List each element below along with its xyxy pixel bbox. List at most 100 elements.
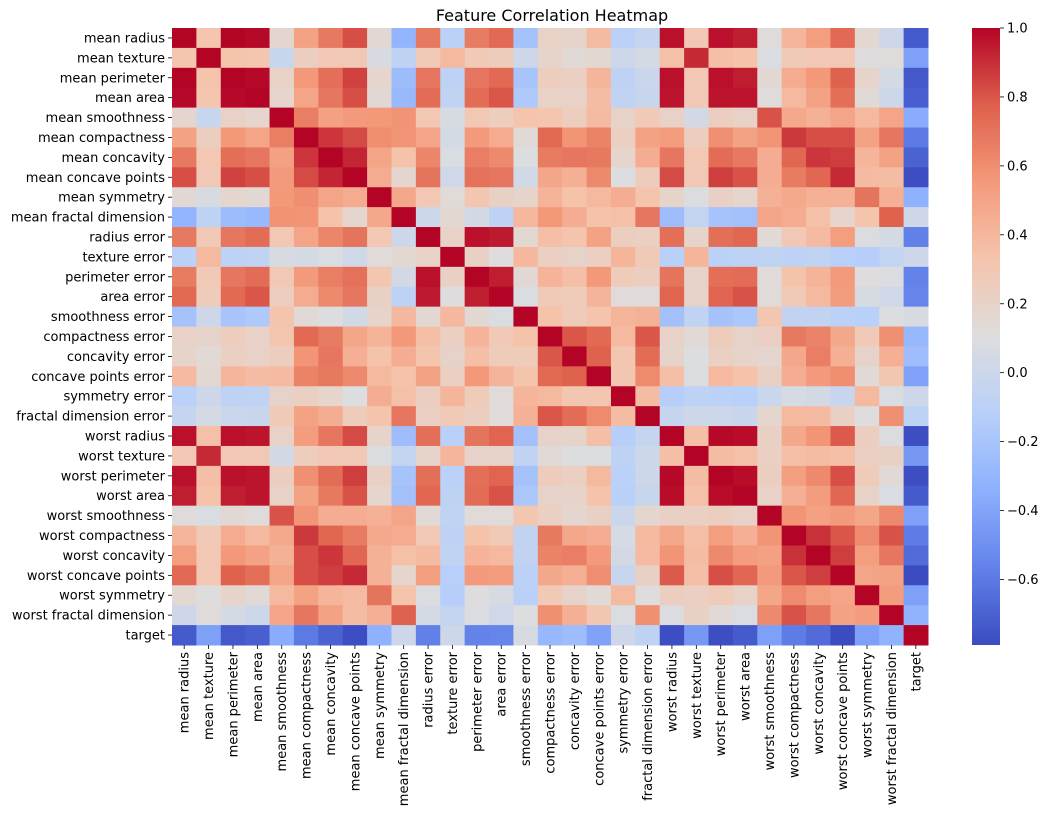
heatmap-cell (293, 625, 319, 646)
heatmap-cell (367, 246, 392, 268)
heatmap-cell (879, 465, 905, 487)
colorbar-tick-label: −0.4 (1007, 504, 1039, 519)
heatmap-cell (342, 127, 368, 148)
heatmap-cell (415, 426, 441, 447)
heatmap-cell (610, 625, 636, 646)
heatmap-cell (440, 227, 466, 248)
heatmap-cell (513, 227, 539, 248)
heatmap-cell (610, 605, 636, 626)
heatmap-cell (708, 545, 734, 566)
heatmap-cell (489, 525, 514, 546)
heatmap-cell (172, 246, 197, 268)
heatmap-cell (513, 445, 539, 467)
heatmap-cell (830, 227, 856, 248)
heatmap-cell (659, 386, 685, 407)
heatmap-cell (245, 426, 271, 447)
heatmap-cell (293, 406, 319, 427)
heatmap-cell (293, 545, 319, 566)
heatmap-cell (172, 426, 197, 447)
heatmap-cell (854, 326, 880, 347)
heatmap-cell (196, 326, 222, 347)
heatmap-cell (732, 167, 758, 188)
heatmap-cell (781, 326, 807, 347)
heatmap-cell (513, 326, 539, 347)
heatmap-cell (342, 286, 368, 308)
heatmap-cell (318, 605, 344, 626)
heatmap-cell (220, 465, 246, 487)
heatmap-cell (172, 406, 197, 427)
heatmap-cell (220, 107, 246, 129)
heatmap-cell (464, 605, 490, 626)
heatmap-cell (342, 625, 368, 646)
heatmap-cell (830, 426, 856, 447)
x-tick-label: worst concavity (812, 652, 827, 755)
heatmap-cell (684, 545, 710, 566)
heatmap-cell (659, 167, 685, 188)
heatmap-cell (879, 246, 905, 268)
heatmap-cell (415, 326, 441, 347)
x-tick-label: mean concave points (348, 652, 363, 791)
heatmap-cell (806, 565, 831, 586)
heatmap-cell (245, 286, 271, 308)
heatmap-cell (903, 565, 929, 586)
heatmap-cell (318, 625, 344, 646)
x-tick-label: compactness error (544, 651, 559, 773)
heatmap-cell (903, 445, 929, 467)
heatmap-cell (293, 187, 319, 208)
heatmap-cell (318, 306, 344, 328)
heatmap-cell (293, 326, 319, 347)
heatmap-cell (854, 366, 880, 387)
heatmap-cell (391, 625, 417, 646)
heatmap-cell (806, 326, 831, 347)
heatmap-cell (610, 207, 636, 228)
heatmap-cell (293, 306, 319, 328)
heatmap-cell (806, 87, 831, 109)
heatmap-cell (635, 207, 661, 228)
heatmap-cell (879, 227, 905, 248)
heatmap-cell (830, 207, 856, 228)
heatmap-cell (537, 406, 563, 427)
heatmap-cell (903, 47, 929, 69)
heatmap-cell (708, 246, 734, 268)
heatmap-cell (537, 426, 563, 447)
heatmap-cell (635, 605, 661, 626)
heatmap-cell (464, 147, 490, 168)
heatmap-cell (806, 585, 831, 606)
heatmap-cell (830, 366, 856, 387)
heatmap-cell (537, 167, 563, 188)
heatmap-cell (830, 585, 856, 606)
heatmap-cell (610, 406, 636, 427)
heatmap-cell (684, 127, 710, 148)
heatmap-cell (342, 326, 368, 347)
heatmap-cell (708, 227, 734, 248)
heatmap-cell (220, 87, 246, 109)
heatmap-cell (757, 445, 783, 467)
heatmap-cell (830, 326, 856, 347)
heatmap-cell (489, 426, 514, 447)
heatmap-cell (172, 47, 197, 69)
heatmap-cell (562, 406, 588, 427)
heatmap-cell (879, 147, 905, 168)
heatmap-cell (830, 605, 856, 626)
heatmap-cell (684, 107, 710, 129)
heatmap-cell (269, 326, 295, 347)
heatmap-cell (293, 167, 319, 188)
heatmap-cell (684, 47, 710, 69)
heatmap-cell (537, 246, 563, 268)
heatmap-cell (757, 47, 783, 69)
heatmap-cell (903, 605, 929, 626)
heatmap-cell (537, 147, 563, 168)
heatmap-cell (196, 565, 222, 586)
heatmap-cell (732, 485, 758, 507)
heatmap-cell (245, 67, 271, 89)
colorbar-gradient (972, 28, 1000, 645)
x-tick-label: mean smoothness (275, 652, 290, 772)
heatmap-cell (342, 545, 368, 566)
heatmap-cell (757, 286, 783, 308)
heatmap-cell (830, 187, 856, 208)
heatmap-cell (684, 167, 710, 188)
heatmap-cell (367, 47, 392, 69)
heatmap-cell (318, 445, 344, 467)
heatmap-cell (537, 465, 563, 487)
heatmap-cell (806, 147, 831, 168)
